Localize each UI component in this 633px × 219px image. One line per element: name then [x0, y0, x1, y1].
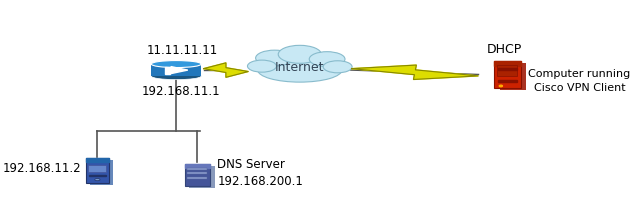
Bar [189, 166, 215, 188]
Polygon shape [171, 67, 188, 74]
Ellipse shape [151, 73, 201, 79]
Bar [187, 177, 208, 179]
Bar [498, 79, 517, 81]
Bar [494, 61, 520, 88]
Ellipse shape [248, 60, 277, 72]
Bar [185, 164, 210, 186]
Ellipse shape [151, 61, 201, 68]
Bar [499, 63, 526, 90]
Ellipse shape [323, 61, 352, 73]
Ellipse shape [499, 85, 503, 87]
Text: Internet: Internet [275, 61, 325, 74]
Text: DNS Server
192.168.200.1: DNS Server 192.168.200.1 [217, 158, 303, 188]
Text: 11.11.11.11: 11.11.11.11 [147, 44, 218, 57]
Polygon shape [351, 65, 479, 79]
Bar [85, 158, 110, 184]
Bar [185, 164, 210, 168]
Text: DHCP: DHCP [487, 43, 522, 56]
Bar [89, 175, 106, 176]
Bar [165, 67, 170, 74]
Ellipse shape [279, 45, 322, 63]
Bar [187, 172, 208, 174]
Bar [85, 158, 110, 162]
Bar [151, 64, 201, 76]
Ellipse shape [95, 178, 100, 181]
Polygon shape [204, 63, 248, 77]
Text: 192.168.11.2: 192.168.11.2 [3, 162, 82, 175]
Bar [494, 61, 520, 66]
Bar [498, 68, 517, 70]
Bar [498, 65, 517, 76]
Ellipse shape [310, 52, 345, 67]
Bar [89, 165, 106, 172]
Ellipse shape [256, 50, 294, 66]
Text: Computer running
Cisco VPN Client: Computer running Cisco VPN Client [529, 69, 630, 93]
Bar [187, 168, 208, 170]
Ellipse shape [258, 58, 342, 82]
Text: 192.168.11.1: 192.168.11.1 [142, 85, 221, 98]
Bar [90, 160, 113, 185]
